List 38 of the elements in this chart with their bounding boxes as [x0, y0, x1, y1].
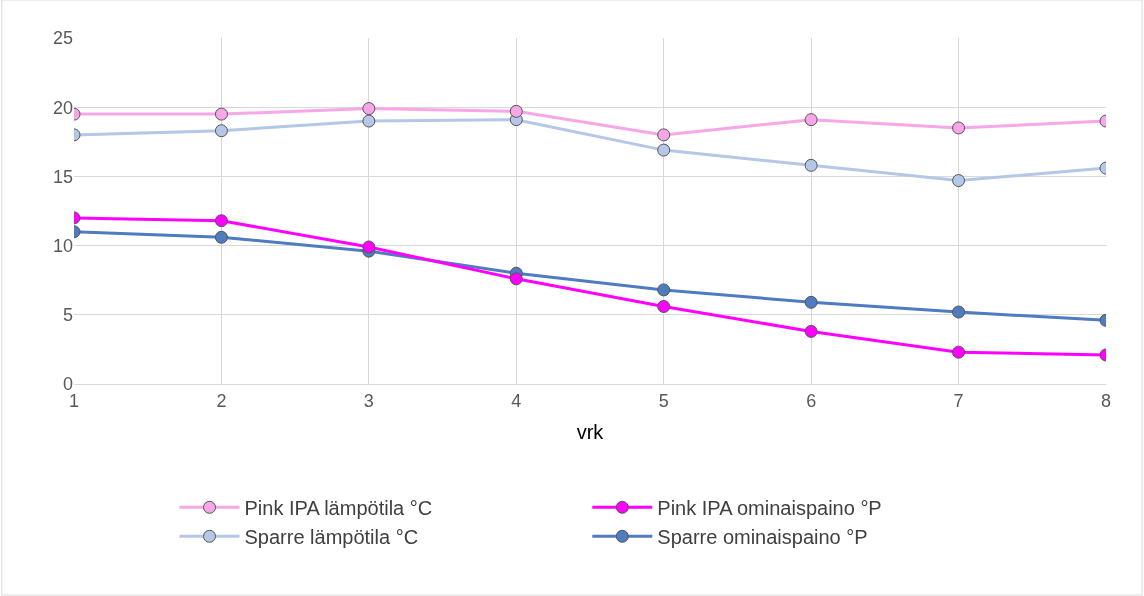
point [952, 121, 966, 135]
point [804, 158, 818, 172]
point [214, 230, 228, 244]
point [214, 214, 228, 228]
point [657, 283, 671, 297]
y-tick-label: 10 [52, 235, 73, 256]
legend-label: Pink IPA lämpötila °C [244, 497, 433, 520]
point [362, 114, 376, 128]
legend-label: Pink IPA ominaispaino °P [657, 497, 882, 520]
point [362, 102, 376, 116]
point [952, 305, 966, 319]
point [804, 295, 818, 309]
x-tick-label: 3 [363, 390, 374, 411]
point [214, 107, 228, 121]
x-tick-label: 6 [806, 390, 817, 411]
y-tick-label: 5 [62, 305, 73, 326]
point [952, 174, 966, 188]
x-axis-title: vrk [576, 421, 605, 444]
x-tick-label: 7 [953, 390, 964, 411]
point [362, 240, 376, 254]
x-tick-label: 8 [1100, 390, 1112, 411]
point [657, 300, 671, 313]
point [657, 128, 671, 142]
x-tick-label: 2 [216, 390, 227, 411]
y-tick-label: 25 [52, 28, 73, 49]
x-tick-label: 4 [511, 390, 522, 411]
point [509, 272, 523, 286]
point [804, 324, 818, 338]
y-tick-label: 15 [52, 166, 73, 187]
point [214, 124, 228, 138]
point [952, 345, 966, 359]
legend-label: Sparre ominaispaino °P [657, 526, 868, 549]
x-tick-label: 5 [658, 390, 669, 411]
point [657, 143, 671, 157]
legend-label: Sparre lämpötila °C [244, 526, 419, 549]
point [509, 104, 523, 118]
point [804, 113, 818, 127]
y-tick-label: 20 [52, 97, 73, 118]
